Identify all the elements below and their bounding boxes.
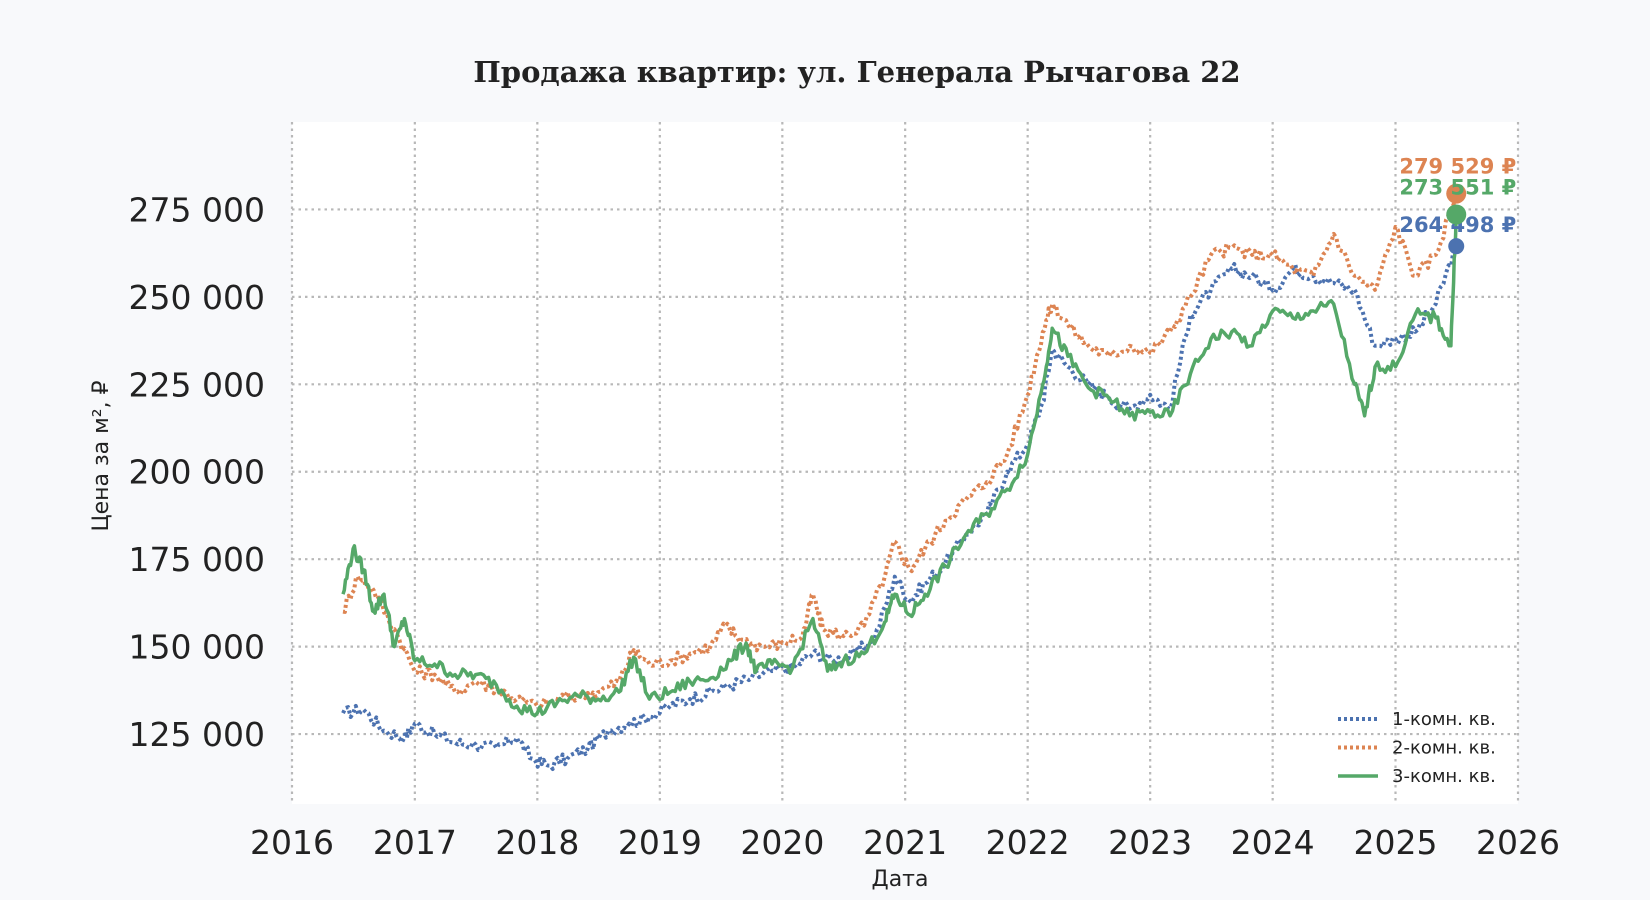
x-axis-label: Дата — [872, 867, 929, 892]
y-tick-label: 150 000 — [129, 628, 265, 667]
end-marker-1-room — [1448, 238, 1465, 255]
legend-label-3-room: 3-комн. кв. — [1392, 766, 1496, 787]
x-tick-label: 2023 — [1108, 823, 1192, 862]
y-tick-label: 275 000 — [129, 190, 265, 229]
y-tick-label: 250 000 — [129, 278, 265, 317]
x-tick-label: 2022 — [986, 823, 1070, 862]
end-label-3-room: 273 551 ₽ — [1399, 176, 1516, 200]
legend-label-1-room: 1-комн. кв. — [1392, 709, 1496, 730]
end-marker-2-room — [1446, 183, 1467, 204]
chart-title: Продажа квартир: ул. Генерала Рычагова 2… — [473, 55, 1240, 89]
x-tick-label: 2019 — [618, 823, 702, 862]
legend: 1-комн. кв. 2-комн. кв. 3-комн. кв. — [1338, 709, 1496, 787]
x-tick-label: 2025 — [1354, 823, 1438, 862]
series-line-2-room — [342, 193, 1459, 713]
x-tick-label: 2024 — [1231, 823, 1315, 862]
y-axis-label: Цена за м², ₽ — [89, 380, 114, 531]
end-label-2-room: 279 529 ₽ — [1399, 155, 1516, 179]
x-tick-label: 2018 — [495, 823, 579, 862]
x-tick-label: 2021 — [863, 823, 947, 862]
x-tick-label: 2017 — [373, 823, 457, 862]
x-tick-label: 2026 — [1476, 823, 1560, 862]
x-tick-label: 2016 — [250, 823, 334, 862]
y-tick-label: 175 000 — [129, 540, 265, 579]
series-line-1-room — [341, 244, 1458, 771]
y-tick-label: 125 000 — [129, 715, 265, 754]
y-tick-label: 200 000 — [129, 453, 265, 492]
series-line-3-room — [341, 214, 1458, 718]
x-tick-label: 2020 — [740, 823, 824, 862]
legend-label-2-room: 2-комн. кв. — [1392, 738, 1496, 759]
end-marker-3-room — [1446, 204, 1467, 225]
y-tick-label: 225 000 — [129, 365, 265, 404]
